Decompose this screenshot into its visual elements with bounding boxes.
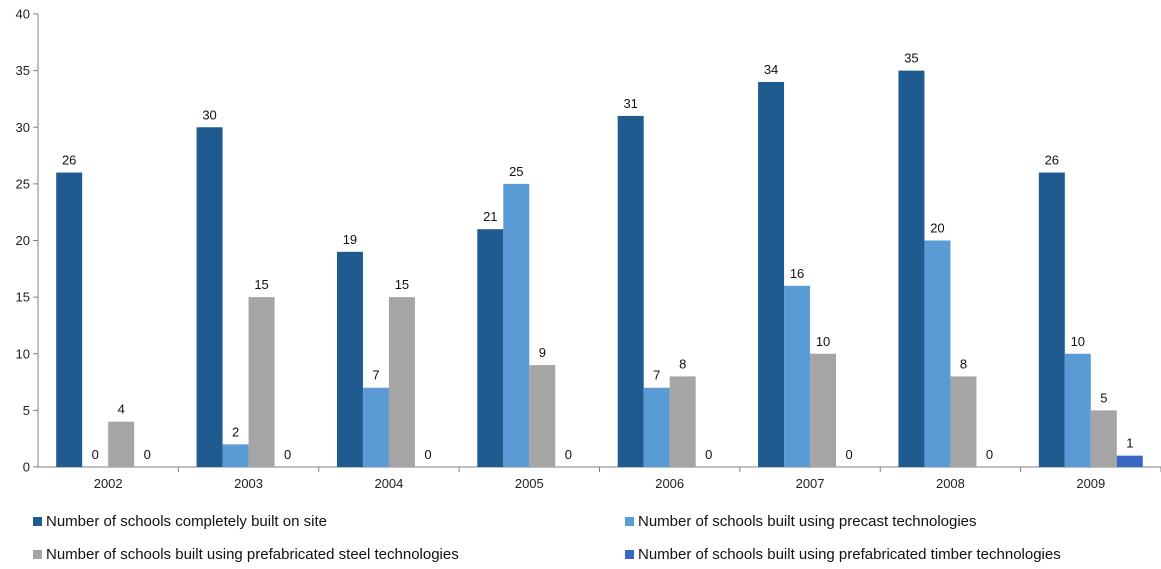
legend-label: Number of schools built using precast te… [638,513,977,530]
data-label: 9 [539,345,546,360]
data-label: 10 [1071,334,1085,349]
data-label: 26 [1045,153,1059,168]
data-label: 25 [509,164,523,179]
bar [758,81,785,467]
bar [643,387,670,467]
bar [1064,353,1091,467]
data-label: 15 [254,277,268,292]
bar [222,444,249,467]
legend-label: Number of schools completely built on si… [46,513,327,530]
data-label: 8 [679,356,686,371]
y-tick-label: 25 [16,176,30,191]
data-label: 0 [565,447,572,462]
data-label: 0 [986,447,993,462]
y-tick-label: 35 [16,63,30,78]
data-label: 10 [816,334,830,349]
data-label: 5 [1100,390,1107,405]
bar [336,251,363,467]
legend-label: Number of schools built using prefabrica… [46,546,459,563]
x-tick-label: 2007 [796,476,825,491]
legend: Number of schools completely built on si… [0,505,1161,569]
bar [503,183,530,467]
bar [248,297,275,467]
y-tick-label: 10 [16,346,30,361]
bar [617,115,644,468]
x-tick-label: 2004 [374,476,403,491]
x-tick-label: 2008 [936,476,965,491]
legend-item: Number of schools completely built on si… [33,513,327,530]
bar [669,376,696,467]
data-label: 2 [232,424,239,439]
bar [1038,172,1065,468]
bar [108,421,135,467]
data-label: 20 [930,221,944,236]
legend-swatch [625,517,634,526]
bar [950,376,977,467]
y-tick-label: 40 [16,7,30,22]
x-tick-label: 2006 [655,476,684,491]
bar [898,70,925,467]
data-label: 30 [202,107,216,122]
data-label: 0 [92,447,99,462]
data-label: 7 [653,368,660,383]
data-label: 34 [764,62,778,77]
x-tick-label: 2005 [515,476,544,491]
data-label: 21 [483,209,497,224]
bar [784,285,811,467]
bar [388,297,415,467]
data-label: 15 [395,277,409,292]
data-label: 7 [372,368,379,383]
data-label: 0 [705,447,712,462]
legend-item: Number of schools built using prefabrica… [625,546,1061,563]
bar [810,353,837,467]
data-label: 35 [904,51,918,66]
y-tick-label: 0 [23,460,30,475]
legend-item: Number of schools built using prefabrica… [33,546,459,563]
legend-swatch [33,517,42,526]
legend-swatch [33,550,42,559]
data-label: 0 [424,447,431,462]
bar [56,172,83,468]
x-tick-label: 2009 [1076,476,1105,491]
data-labels: 2604030215019715021259031780341610035208… [62,51,1133,462]
bars [56,70,1143,468]
x-tick-label: 2003 [234,476,263,491]
bar [477,229,504,467]
data-label: 26 [62,153,76,168]
data-label: 1 [1126,436,1133,451]
legend-swatch [625,550,634,559]
y-tick-label: 20 [16,233,30,248]
data-label: 8 [960,356,967,371]
bar [196,127,223,467]
legend-label: Number of schools built using prefabrica… [638,546,1061,563]
bar [362,387,389,467]
bar [924,240,951,467]
y-tick-label: 5 [23,403,30,418]
data-label: 0 [845,447,852,462]
legend-item: Number of schools built using precast te… [625,513,977,530]
data-label: 0 [284,447,291,462]
data-label: 31 [623,96,637,111]
bar [1116,455,1143,467]
y-tick-label: 30 [16,120,30,135]
bar [529,365,556,467]
data-label: 16 [790,266,804,281]
bar [1090,410,1117,467]
x-tick-label: 2002 [94,476,123,491]
data-label: 19 [343,232,357,247]
y-tick-label: 15 [16,290,30,305]
data-label: 4 [118,402,125,417]
data-label: 0 [144,447,151,462]
